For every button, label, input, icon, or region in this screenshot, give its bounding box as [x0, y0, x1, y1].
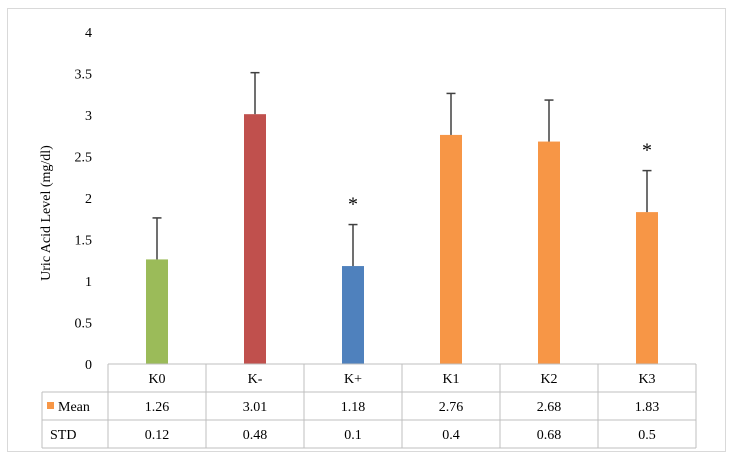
legend-swatch [47, 402, 54, 409]
bar [440, 134, 462, 364]
table-cell: 1.18 [341, 400, 366, 415]
y-tick-label: 2 [85, 192, 92, 207]
table-cell: 0.1 [344, 428, 362, 443]
y-tick-label: 3.5 [75, 68, 93, 83]
y-tick-label: 1 [85, 275, 92, 290]
table-cell: 2.76 [439, 400, 464, 415]
y-axis-label: Uric Acid Level (mg/dl) [39, 145, 54, 281]
y-tick-label: 4 [85, 26, 92, 41]
table-cell: 0.5 [638, 428, 656, 443]
significance-marker: * [642, 140, 652, 162]
table-cell: 0.4 [442, 428, 460, 443]
bar [538, 141, 560, 364]
y-tick-label: 0 [85, 358, 92, 373]
y-tick-label: 0.5 [75, 317, 93, 332]
x-tick-label: K1 [442, 372, 459, 387]
x-tick-label: K3 [638, 372, 655, 387]
y-tick-label: 2.5 [75, 151, 93, 166]
bars [146, 114, 658, 364]
table-row-label: Mean [58, 400, 90, 415]
table-cell: 0.12 [145, 428, 170, 443]
error-bars [152, 71, 652, 267]
annotations: ** [348, 140, 652, 216]
bar [342, 266, 364, 364]
x-tick-label: K0 [148, 372, 165, 387]
table-cell: 1.83 [635, 400, 660, 415]
data-table: K0 K- K+ K1 K2 K3 Mean 1.26 3.01 1.18 2.76 2.68 1.83… [41, 363, 697, 449]
y-tick-label: 1.5 [75, 234, 93, 249]
x-tick-label: K+ [344, 372, 362, 387]
significance-marker: * [348, 194, 358, 216]
table-cell: 0.68 [537, 428, 562, 443]
bar [146, 259, 168, 364]
table-cell: 0.48 [243, 428, 268, 443]
table-cell: 3.01 [243, 400, 268, 415]
x-tick-label: K2 [540, 372, 557, 387]
table-cell: 1.26 [145, 400, 170, 415]
y-axis: 0 0.5 1 1.5 2 2.5 3 3.5 4 [75, 26, 93, 373]
x-tick-label: K- [248, 372, 263, 387]
chart-frame [7, 8, 726, 452]
bar [244, 114, 266, 364]
table-row-label: STD [50, 428, 76, 443]
table-cell: 2.68 [537, 400, 562, 415]
y-tick-label: 3 [85, 109, 92, 124]
bar [636, 212, 658, 364]
